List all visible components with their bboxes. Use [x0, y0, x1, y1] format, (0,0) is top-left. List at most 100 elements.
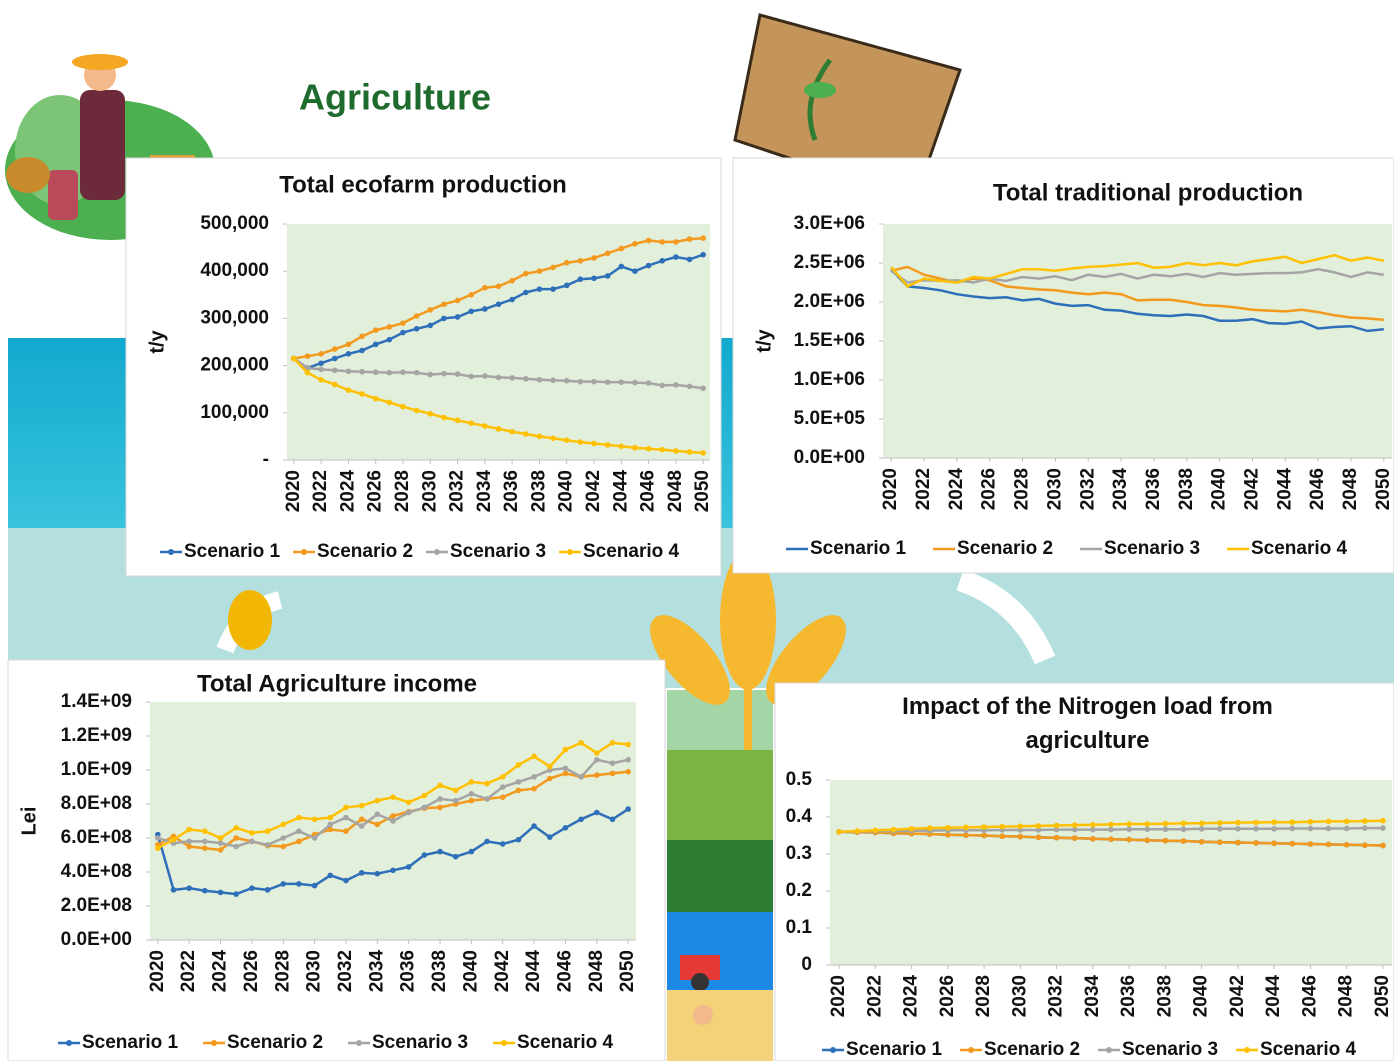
data-point: [1090, 821, 1096, 828]
legend-marker: [211, 1040, 217, 1046]
x-tick-label: 2032: [447, 470, 468, 512]
data-point: [343, 828, 349, 834]
legend-label: Scenario 4: [583, 541, 680, 562]
data-point: [1162, 837, 1169, 844]
x-tick-label: 2024: [210, 950, 231, 993]
data-point: [1144, 826, 1151, 833]
data-point: [405, 864, 412, 870]
data-point: [563, 259, 570, 266]
data-point: [609, 740, 616, 746]
data-point: [468, 791, 475, 797]
data-point: [186, 885, 192, 891]
data-point: [482, 373, 488, 379]
legend-label: Scenario 2: [227, 1032, 323, 1053]
series-line: [890, 268, 1384, 333]
data-point: [594, 750, 600, 756]
x-tick-label: 2024: [901, 975, 922, 1018]
data-point: [999, 833, 1006, 840]
data-point: [437, 848, 443, 855]
x-tick-label: 2036: [501, 470, 522, 512]
data-point: [562, 770, 569, 777]
data-point: [1216, 839, 1223, 845]
data-point: [536, 286, 543, 292]
data-point: [632, 268, 638, 275]
data-point: [499, 841, 506, 847]
x-tick-label: 2044: [523, 950, 544, 993]
chart-title: Total traditional production: [993, 179, 1303, 206]
data-point: [327, 826, 334, 833]
y-tick-label: 0.1: [786, 917, 813, 938]
legend-label: Scenario 3: [1104, 538, 1200, 559]
data-point: [413, 325, 420, 332]
data-point: [594, 809, 600, 816]
data-point: [673, 448, 679, 454]
data-point: [452, 853, 459, 860]
series-line: [890, 267, 1384, 284]
data-point: [1017, 823, 1024, 830]
data-point: [908, 826, 915, 832]
data-point: [482, 284, 488, 291]
x-tick-label: 2032: [1077, 468, 1098, 510]
data-point: [1380, 825, 1386, 831]
data-point: [437, 796, 443, 802]
data-point: [550, 264, 556, 271]
data-point: [318, 376, 324, 383]
data-point: [233, 835, 240, 841]
x-tick-label: 2020: [828, 975, 849, 1017]
data-point: [645, 262, 652, 269]
x-tick-label: 2030: [1044, 468, 1065, 510]
x-tick-label: 2028: [392, 470, 413, 512]
data-point: [550, 377, 556, 384]
data-point: [390, 813, 396, 819]
data-point: [1325, 818, 1332, 825]
legend-marker: [968, 1047, 974, 1053]
x-tick-label: 2048: [586, 950, 607, 992]
data-point: [1090, 826, 1096, 833]
data-point: [386, 399, 393, 406]
data-point: [609, 760, 616, 766]
data-point: [359, 347, 365, 354]
data-point: [386, 369, 393, 376]
data-point: [437, 804, 443, 811]
data-point: [405, 799, 412, 806]
x-tick-label: 2038: [528, 470, 549, 512]
data-point: [441, 301, 447, 308]
data-point: [484, 780, 490, 787]
x-tick-label: 2048: [1336, 975, 1357, 1017]
data-point: [372, 369, 379, 376]
data-point: [1126, 826, 1132, 833]
data-point: [452, 797, 459, 804]
y-tick-label: 0.2: [786, 880, 812, 901]
data-point: [577, 378, 584, 385]
data-point: [1108, 821, 1114, 828]
data-point: [546, 834, 553, 840]
x-tick-label: 2038: [429, 950, 450, 992]
data-point: [186, 838, 192, 845]
x-tick-label: 2044: [610, 470, 631, 513]
chart-title: Total ecofarm production: [279, 171, 567, 198]
data-point: [358, 802, 365, 809]
data-point: [1144, 821, 1151, 827]
data-point: [659, 239, 666, 245]
data-point: [1307, 841, 1314, 847]
data-point: [1035, 823, 1042, 829]
data-point: [413, 313, 420, 319]
y-tick-label: 1.2E+09: [61, 725, 132, 746]
data-point: [400, 320, 406, 326]
data-point: [594, 772, 600, 778]
data-point: [499, 784, 506, 790]
data-point: [577, 258, 584, 264]
data-point: [963, 824, 969, 831]
legend-label: Scenario 1: [184, 541, 281, 562]
data-point: [421, 804, 428, 811]
data-point: [186, 826, 192, 833]
data-point: [390, 794, 396, 800]
data-point: [454, 314, 461, 320]
legend-label: Scenario 1: [810, 538, 907, 559]
data-point: [495, 283, 502, 290]
x-tick-label: 2050: [617, 950, 638, 992]
data-point: [625, 768, 631, 775]
legend-marker: [356, 1040, 362, 1046]
x-tick-label: 2028: [272, 950, 293, 992]
